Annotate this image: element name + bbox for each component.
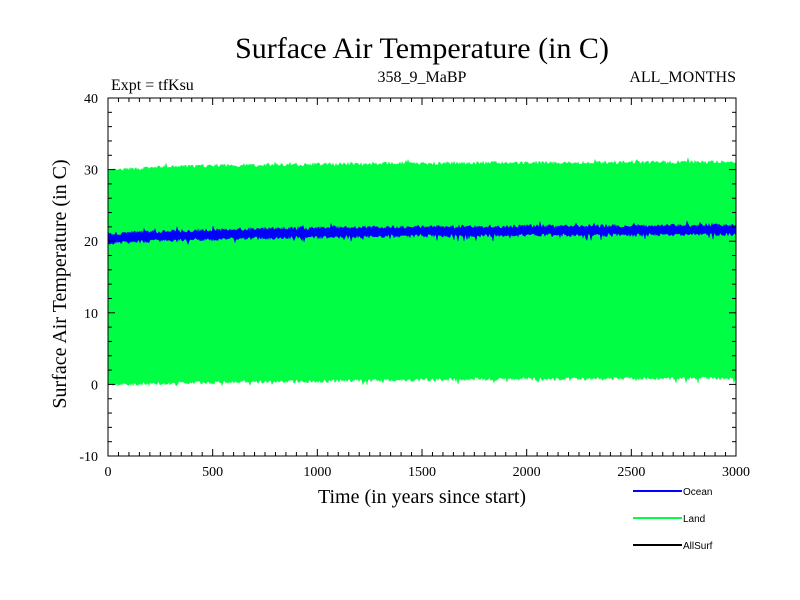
y-tick-label: -10 bbox=[79, 450, 98, 465]
axis-layer: 0 500 1000 1500 2000 2500 3000 -10 0 10 20 30 40 bbox=[79, 92, 750, 480]
x-tick-label: 0 bbox=[105, 465, 112, 480]
legend-label-ocean: Ocean bbox=[683, 487, 712, 498]
legend: Ocean Land AllSurf bbox=[633, 487, 713, 552]
legend-label-land: Land bbox=[683, 514, 705, 525]
series-land bbox=[107, 157, 737, 387]
x-axis-label: Time (in years since start) bbox=[318, 486, 526, 508]
x-tick-label: 1000 bbox=[303, 465, 331, 480]
x-tick-label: 2500 bbox=[617, 465, 645, 480]
x-tick-label: 2000 bbox=[513, 465, 541, 480]
x-tick-label: 1500 bbox=[408, 465, 436, 480]
subtitle-center: 358_9_MaBP bbox=[378, 69, 467, 86]
y-axis-label: Surface Air Temperature (in C) bbox=[49, 159, 71, 408]
subtitle-right: ALL_MONTHS bbox=[629, 69, 736, 86]
y-tick-label: 20 bbox=[84, 235, 98, 250]
chart-title: Surface Air Temperature (in C) bbox=[235, 32, 609, 65]
series-layer bbox=[107, 157, 737, 387]
y-tick-label: 30 bbox=[84, 164, 98, 179]
y-tick-label: 10 bbox=[84, 307, 98, 322]
y-tick-label: 0 bbox=[91, 378, 98, 393]
legend-label-allsurf: AllSurf bbox=[683, 541, 713, 552]
subtitle-left: Expt = tfKsu bbox=[111, 77, 194, 94]
x-tick-label: 500 bbox=[202, 465, 223, 480]
y-tick-label: 40 bbox=[84, 92, 98, 107]
x-tick-label: 3000 bbox=[722, 465, 750, 480]
band-land bbox=[107, 157, 737, 387]
